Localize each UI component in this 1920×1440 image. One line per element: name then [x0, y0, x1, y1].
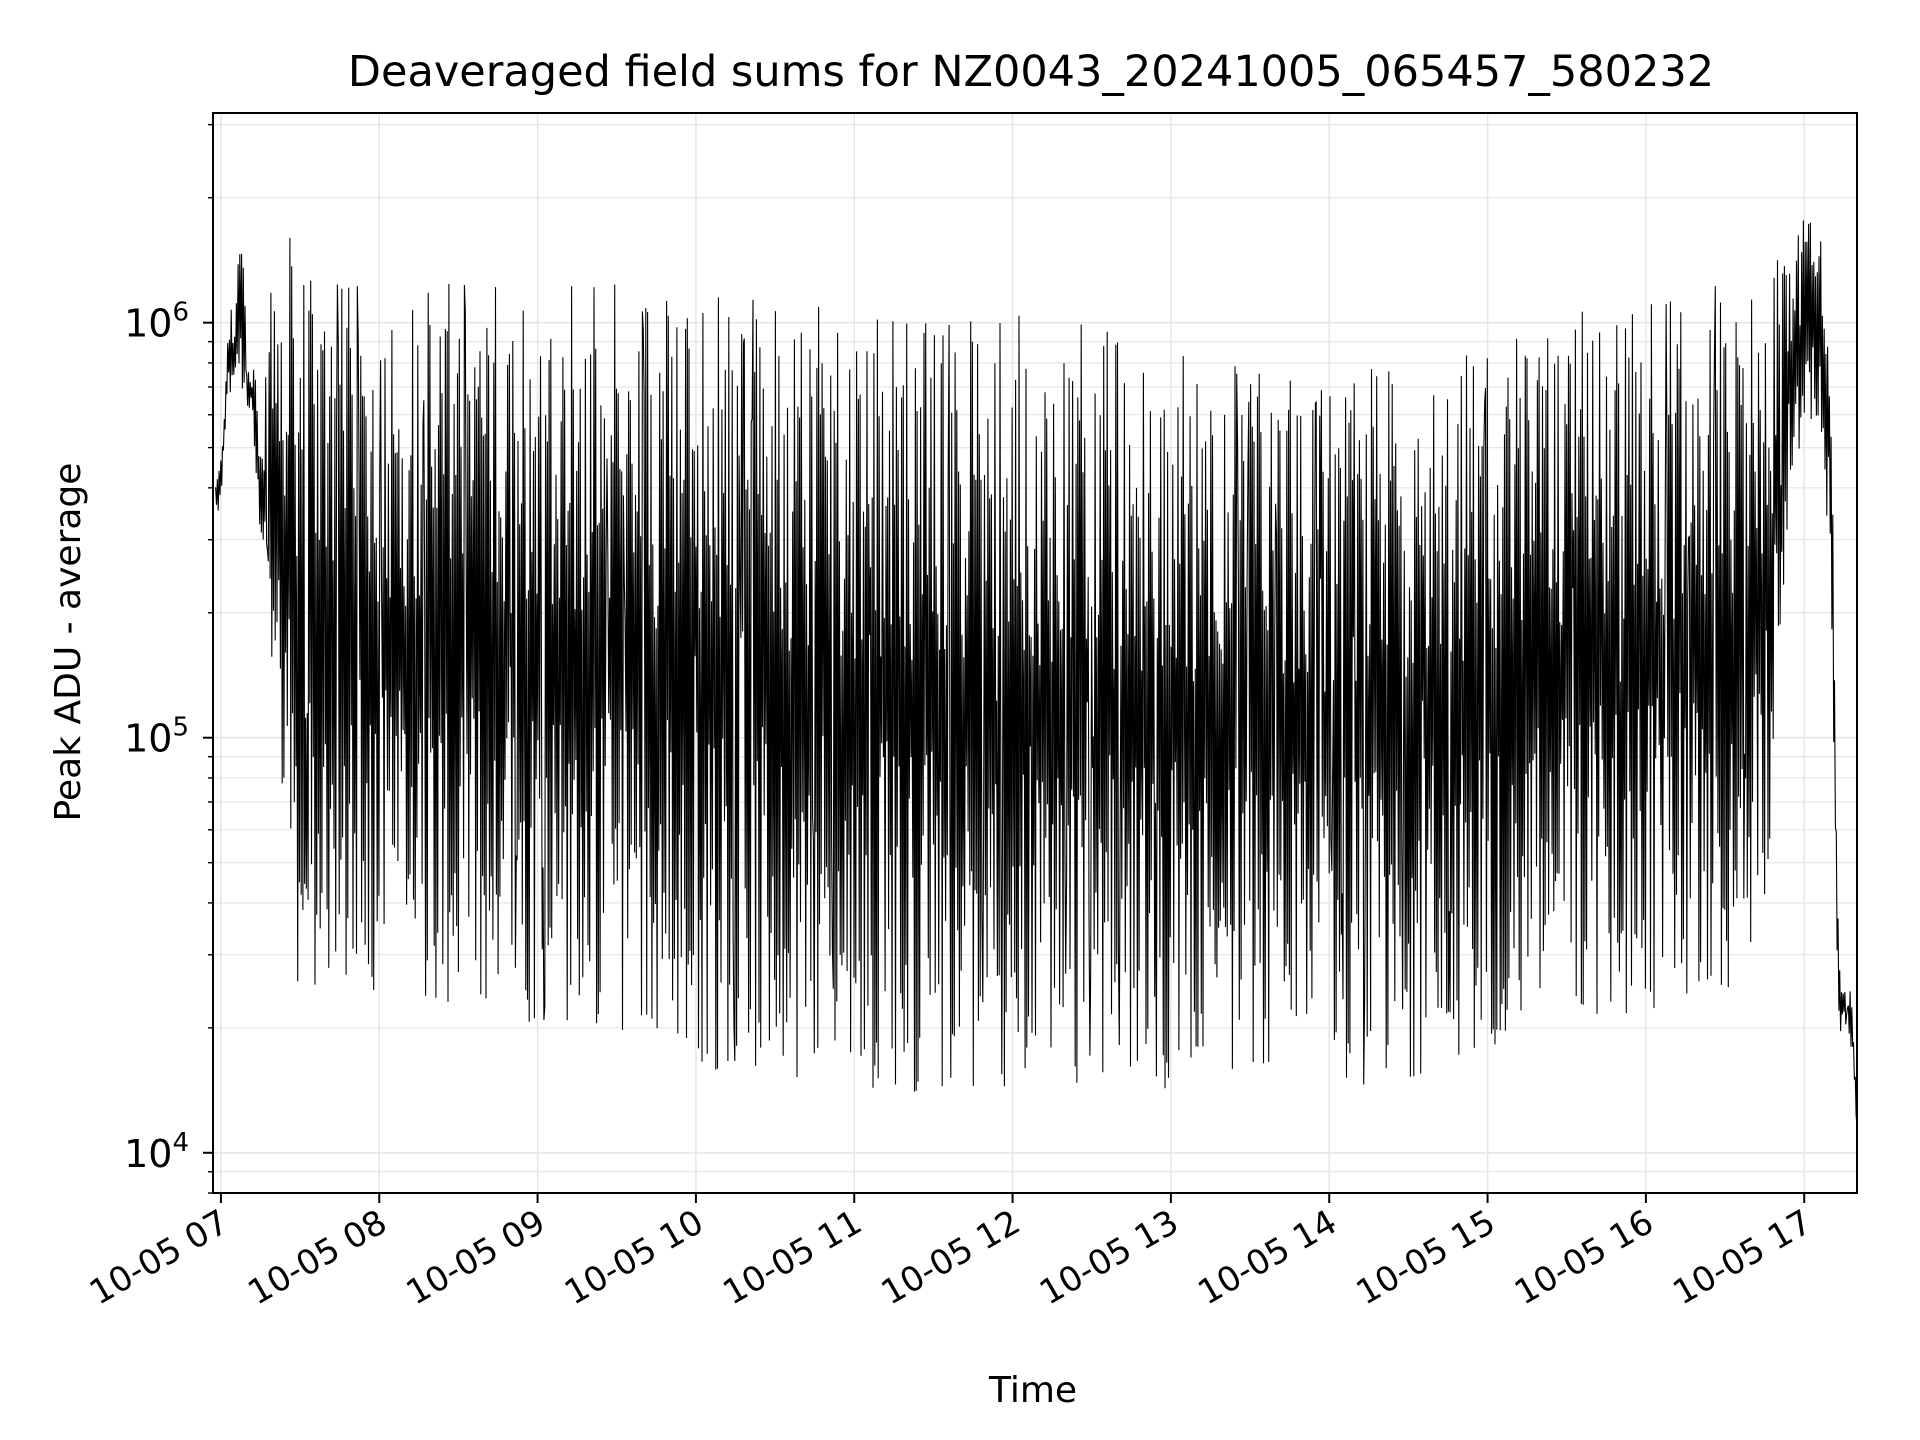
- y-axis-label: Peak ADU - average: [48, 463, 89, 822]
- series-line: [215, 220, 1858, 1127]
- plot-frame: [212, 112, 1858, 1194]
- data-series: [215, 220, 1858, 1127]
- y-tick-label: 104: [124, 1128, 189, 1176]
- chart-title: Deaveraged field sums for NZ0043_2024100…: [348, 47, 1714, 97]
- x-axis-label: Time: [988, 1370, 1077, 1411]
- y-axis-ticks: 104 105 106: [124, 123, 213, 1194]
- y-tick-label: 106: [124, 298, 189, 346]
- y-tick-label: 105: [124, 713, 189, 761]
